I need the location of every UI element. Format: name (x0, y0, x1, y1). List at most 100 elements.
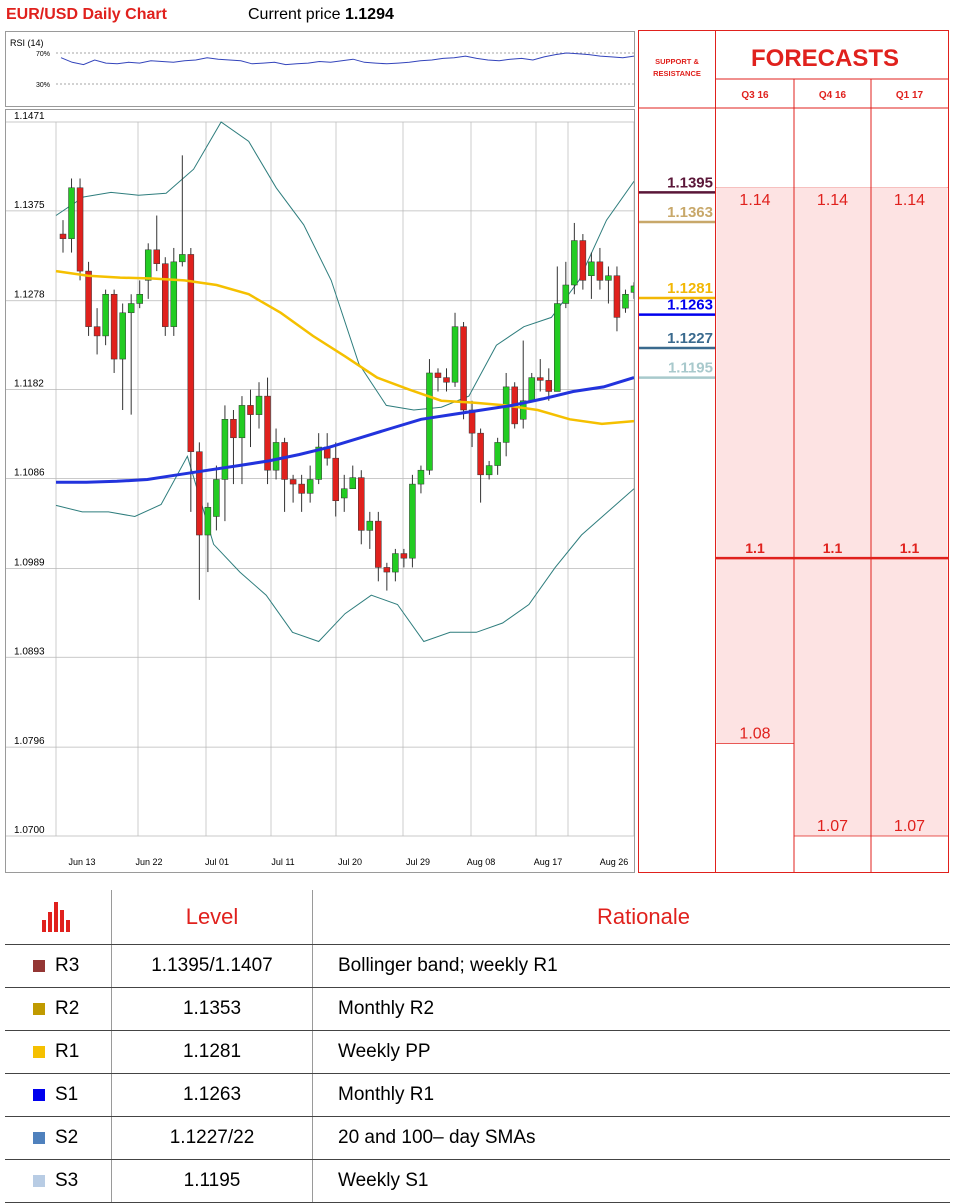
level-code: S3 (55, 1169, 79, 1191)
candle-body (68, 187, 75, 239)
level-code: S1 (55, 1083, 79, 1105)
candle-body (613, 275, 621, 318)
candle-body (485, 465, 493, 476)
level-row: S1 1.1263 Monthly R1 (5, 1073, 950, 1117)
level-code-cell: S1 (5, 1073, 112, 1117)
forecast-range (794, 187, 871, 836)
candle-body (119, 312, 126, 360)
candle-body (332, 457, 339, 502)
level-color-swatch (33, 1088, 45, 1101)
forecast-mid-value: 1.1 (823, 540, 843, 556)
candle-body (434, 372, 442, 378)
sr-level-value: 1.1195 (668, 360, 713, 377)
level-code: R3 (55, 954, 80, 976)
y-tick-label: 1.1278 (14, 290, 45, 301)
forecasts-panel: FORECASTS Q3 16 Q4 16 Q1 17 1.14 1.1 1.08 1.14… (716, 30, 949, 873)
level-code-cell: R3 (5, 944, 112, 988)
sr-header-line1: SUPPORT & (655, 57, 699, 66)
candle-body (460, 326, 467, 411)
rsi-line (60, 52, 635, 66)
forecast-quarter-header: Q1 17 (896, 90, 924, 101)
forecast-quarter-header: Q3 16 (741, 90, 769, 101)
candle-body (179, 254, 186, 263)
forecasts-svg: FORECASTS Q3 16 Q4 16 Q1 17 1.14 1.1 1.08 1.14… (716, 45, 948, 872)
candle-body (204, 506, 212, 536)
price-chart-svg: 1.1471 1.1375 1.1278 1.1182 1.1086 1.0989 1.08… (6, 111, 638, 867)
candle-body (315, 446, 322, 480)
current-price-label: Current price (248, 6, 341, 23)
level-value: 1.1281 (111, 1030, 313, 1074)
bollinger-upper-band (55, 121, 635, 411)
candle-body (562, 284, 570, 304)
level-row: R3 1.1395/1.1407 Bollinger band; weekly R1 (5, 944, 950, 988)
rsi-label: RSI (14) (10, 38, 44, 48)
forecast-low-value: 1.07 (817, 818, 848, 835)
forecast-high-value: 1.14 (739, 192, 770, 209)
candle-body (255, 395, 263, 415)
candle-body (409, 483, 416, 559)
rsi-level-70: 70% (36, 51, 50, 58)
sr-level-value: 1.1395 (667, 174, 713, 191)
candle-body (588, 261, 595, 276)
candle-body (366, 520, 374, 531)
candle-body (110, 293, 118, 360)
y-tick-label: 1.1086 (14, 468, 45, 479)
level-code-cell: S2 (5, 1116, 112, 1160)
candle-body (443, 377, 450, 383)
level-row: R2 1.1353 Monthly R2 (5, 987, 950, 1031)
candle-body (196, 451, 203, 536)
x-tick-label: Jun 13 (68, 857, 95, 867)
sr-level-value: 1.1281 (667, 280, 713, 297)
candle-body (264, 395, 271, 471)
candle-body (545, 380, 553, 392)
candle-body (170, 261, 178, 327)
forecast-range (716, 187, 794, 744)
level-value: 1.1227/22 (111, 1116, 313, 1160)
price-chart: 1.1471 1.1375 1.1278 1.1182 1.1086 1.0989 1.08… (5, 109, 638, 873)
candle-body (537, 377, 544, 381)
forecast-high-value: 1.14 (817, 192, 848, 209)
candle-body (340, 488, 348, 499)
level-color-swatch (33, 1045, 45, 1058)
candle-body (554, 303, 561, 392)
x-tick-label: Jul 29 (406, 857, 430, 867)
candle-body (383, 567, 391, 573)
level-rationale: Weekly PP (312, 1030, 950, 1074)
y-tick-label: 1.1182 (14, 379, 44, 390)
candle-body (238, 405, 246, 439)
y-tick-label: 1.0700 (14, 825, 45, 836)
level-row: R1 1.1281 Weekly PP (5, 1030, 950, 1074)
sr-level-value: 1.1263 (667, 297, 713, 314)
candle-body (144, 249, 152, 281)
sma-100-line (56, 376, 635, 484)
candle-body (93, 326, 101, 337)
candle-body (153, 249, 160, 264)
y-tick-label: 1.1375 (14, 200, 45, 211)
level-code-cell: R2 (5, 987, 112, 1031)
support-resistance-panel: SUPPORT & RESISTANCE 1.1395 1.1363 1.1281 1… (638, 30, 717, 873)
level-color-swatch (33, 1131, 45, 1144)
candle-body (85, 270, 92, 327)
candle-body (187, 254, 195, 452)
x-tick-label: Jul 01 (205, 857, 229, 867)
candle-body (289, 479, 297, 485)
level-rationale: Weekly S1 (312, 1159, 950, 1203)
candle-body (528, 377, 535, 401)
candle-body (426, 372, 433, 471)
current-price-value: 1.1294 (344, 6, 394, 23)
candle-body (298, 483, 305, 494)
candle-body (451, 326, 459, 383)
candle-body (272, 442, 280, 471)
rsi-panel: RSI (14) 70% 30% (5, 31, 635, 107)
candle-body (281, 442, 288, 480)
forecast-quarter-header: Q4 16 (819, 90, 847, 101)
forecast-range (871, 187, 948, 836)
x-tick-label: Aug 26 (600, 857, 629, 867)
sma-20-line (55, 269, 635, 426)
y-tick-label: 1.0989 (14, 557, 45, 568)
level-color-swatch (33, 1002, 45, 1015)
sr-level-value: 1.1227 (667, 330, 713, 347)
level-rationale: Monthly R2 (312, 987, 950, 1031)
candle-body (630, 285, 638, 293)
candle-body (502, 386, 510, 443)
